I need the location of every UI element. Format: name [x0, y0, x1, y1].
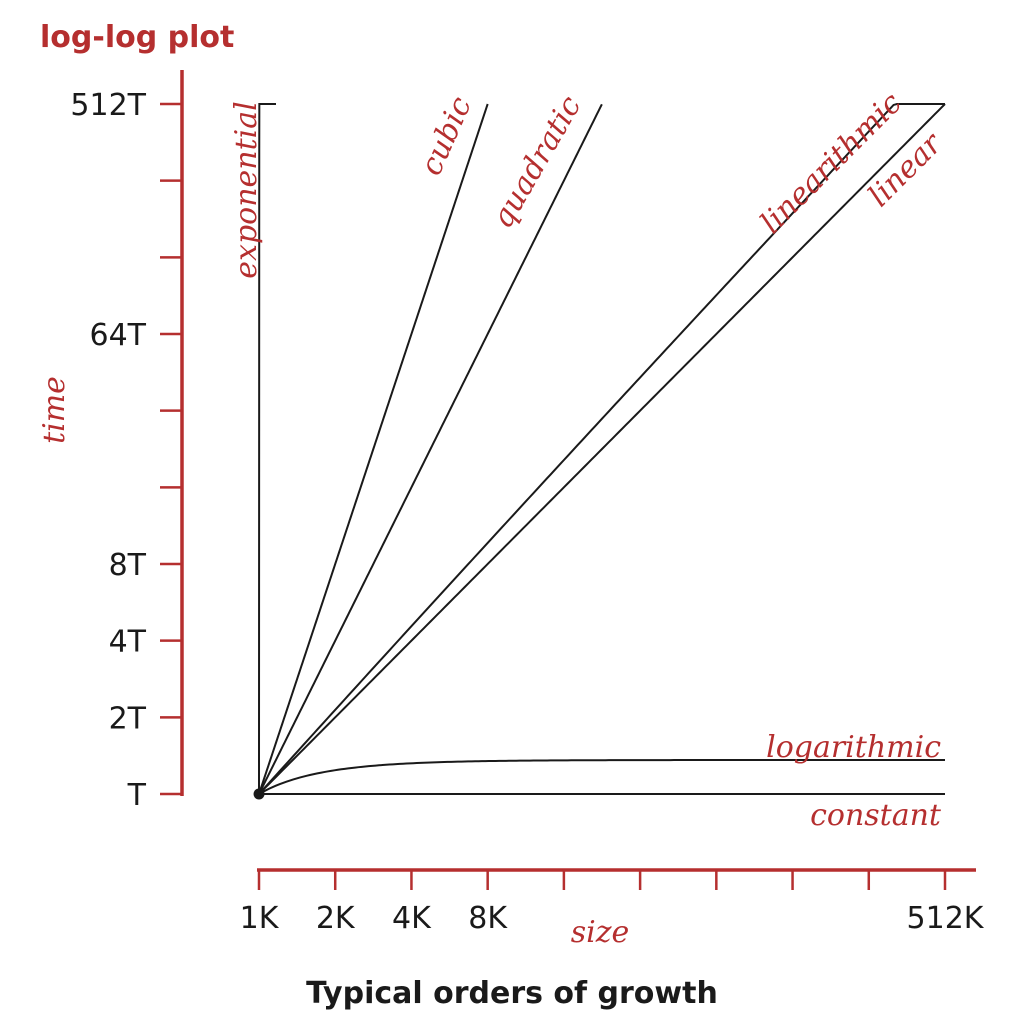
axes: T 2T 4T 8T 64T 512T 1K 2K 4K 8K 512K	[70, 70, 985, 936]
series-layer	[253, 103, 946, 800]
x-tick-label: 1K	[240, 901, 280, 936]
series-line-logarithmic	[258, 758, 945, 795]
series-label-exponential: exponential	[229, 101, 264, 278]
series-label-cubic: cubic	[414, 92, 479, 181]
chart-title: log-log plot	[40, 20, 234, 55]
series-line-cubic	[258, 103, 489, 795]
y-tick-label: 2T	[109, 701, 147, 736]
series-line-quadratic	[258, 103, 603, 795]
origin-point	[253, 788, 265, 800]
series-label-constant: constant	[810, 798, 942, 833]
series-label-logarithmic: logarithmic	[766, 730, 941, 765]
x-tick-label: 512K	[907, 901, 985, 936]
x-axis-label: size	[571, 915, 630, 950]
y-tick-label: 8T	[109, 548, 147, 583]
y-tick-label: 512T	[70, 88, 146, 123]
y-tick-label: 4T	[109, 625, 147, 660]
series-line-linearithmic	[258, 103, 945, 795]
y-tick-label: 64T	[90, 318, 147, 353]
x-tick-label: 2K	[316, 901, 356, 936]
series-line-exponential	[258, 103, 276, 795]
series-line-linear	[258, 103, 946, 795]
y-axis-label: time	[37, 376, 72, 444]
y-tick-label: T	[127, 778, 147, 813]
x-tick-label: 4K	[392, 901, 432, 936]
series-labels: constantlogarithmiclinearlinearithmicqua…	[229, 86, 950, 833]
x-tick-label: 8K	[468, 901, 508, 936]
chart-caption: Typical orders of growth	[306, 976, 718, 1011]
